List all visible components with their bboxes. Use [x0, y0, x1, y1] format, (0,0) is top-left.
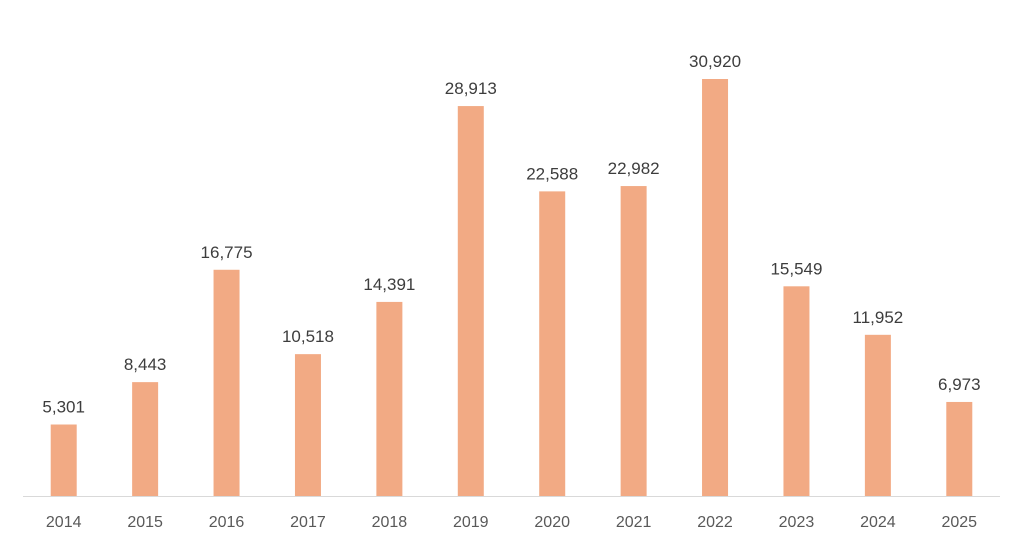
data-label-2016: 16,775 [201, 243, 253, 262]
value-labels-group: 5,301 8,443 16,775 10,518 14,391 28,913 22,588… [42, 52, 980, 417]
bar-2021 [620, 186, 647, 496]
bar-2017 [294, 354, 321, 496]
bar-2014 [50, 424, 77, 496]
bar-2019 [457, 106, 484, 496]
data-label-2020: 22,588 [526, 164, 578, 183]
x-tick-label-2024: 2024 [860, 514, 896, 531]
bar-2024 [864, 334, 891, 496]
data-label-2021: 22,982 [608, 159, 660, 178]
x-tick-label-2016: 2016 [209, 514, 245, 531]
data-label-2018: 14,391 [363, 275, 415, 294]
x-tick-label-2015: 2015 [127, 514, 163, 531]
data-label-2022: 30,920 [689, 52, 741, 71]
x-tick-label-2014: 2014 [46, 514, 82, 531]
x-tick-label-2019: 2019 [453, 514, 489, 531]
x-tick-label-2017: 2017 [290, 514, 326, 531]
bar-2016 [213, 269, 240, 496]
bar-2018 [376, 301, 403, 496]
data-label-2023: 15,549 [770, 259, 822, 278]
x-tick-label-2025: 2025 [941, 514, 977, 531]
bar-2023 [783, 286, 810, 496]
data-label-2019: 28,913 [445, 79, 497, 98]
bar-2022 [702, 79, 729, 496]
bars-group [50, 79, 973, 496]
bar-2015 [132, 382, 159, 496]
data-label-2017: 10,518 [282, 327, 334, 346]
x-tick-label-2022: 2022 [697, 514, 733, 531]
x-tick-label-2023: 2023 [779, 514, 815, 531]
data-label-2015: 8,443 [124, 355, 167, 374]
bar-2020 [539, 191, 566, 496]
x-tick-label-2020: 2020 [534, 514, 570, 531]
x-tick-label-2021: 2021 [616, 514, 652, 531]
bar-2025 [946, 401, 973, 496]
data-label-2014: 5,301 [42, 398, 85, 417]
data-label-2025: 6,973 [938, 375, 981, 394]
x-tick-label-2018: 2018 [372, 514, 408, 531]
x-tick-labels-group: 2014 2015 2016 2017 2018 2019 2020 2021 2022 2023… [46, 514, 977, 531]
data-label-2024: 11,952 [853, 308, 904, 327]
